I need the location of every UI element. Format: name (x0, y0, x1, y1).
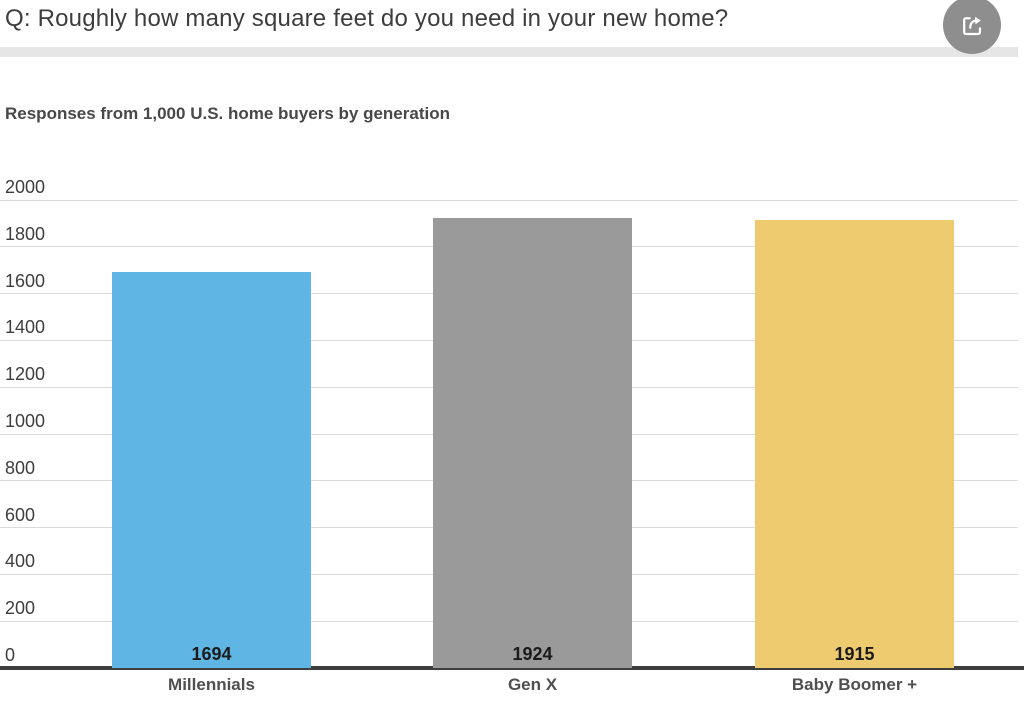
y-tick-label-1800: 1800 (5, 223, 46, 244)
category-label-baby-boomer: Baby Boomer + (791, 675, 918, 694)
bar-gen-x[interactable]: 1924 (433, 218, 632, 668)
y-tick-label-1600: 1600 (5, 270, 46, 291)
y-tick-label-1000: 1000 (5, 411, 46, 431)
y-tick-label-1200: 1200 (5, 364, 46, 385)
x-axis-line (0, 666, 1024, 670)
y-tick-label-600: 600 (5, 504, 36, 525)
page-title: Q: Roughly how many square feet do you n… (5, 5, 729, 32)
bar-millennials[interactable]: 1694 (112, 272, 311, 668)
bar-baby-boomer[interactable]: 1915 (755, 220, 954, 668)
y-tick-label-2000: 2000 (5, 177, 46, 197)
category-label-millennials: Millennials (168, 675, 255, 694)
gridline-2000 (0, 199, 1018, 201)
bar-value-label: 1694 (191, 644, 232, 664)
bar-value-label: 1924 (512, 644, 553, 664)
chart-subtitle: Responses from 1,000 U.S. home buyers by… (5, 104, 450, 123)
y-tick-label-200: 200 (5, 598, 36, 619)
bar-value-label: 1915 (834, 644, 875, 664)
share-button[interactable] (943, 0, 1001, 54)
header-divider (0, 47, 1018, 57)
share-export-icon (959, 12, 986, 39)
y-tick-label-1400: 1400 (5, 317, 46, 338)
y-tick-label-800: 800 (5, 457, 36, 478)
category-label-gen-x: Gen X (507, 675, 558, 694)
y-tick-label-400: 400 (5, 551, 36, 572)
y-tick-label-0: 0 (5, 645, 16, 665)
